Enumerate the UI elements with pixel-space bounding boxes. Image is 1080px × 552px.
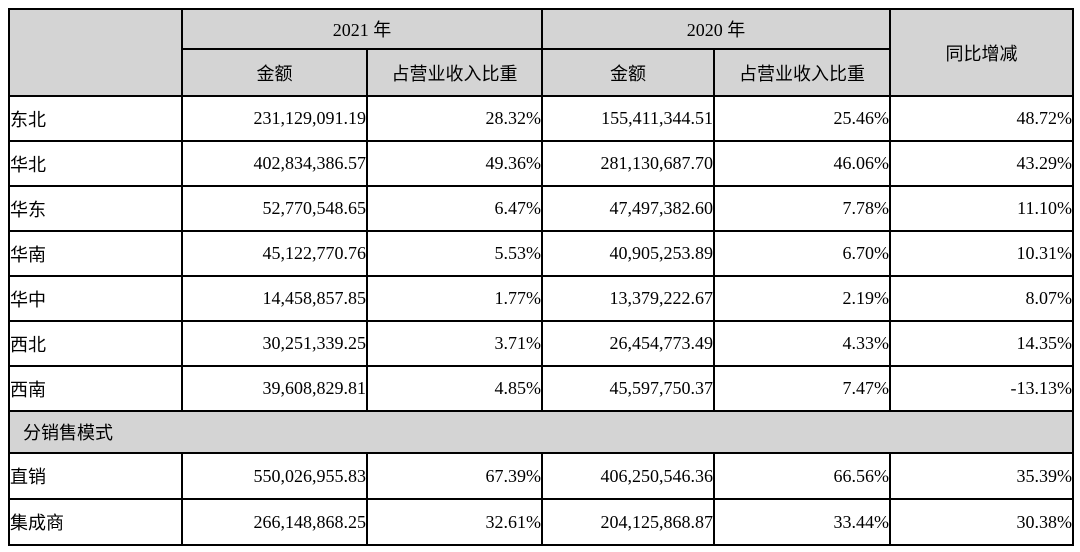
amount-2020-cell: 406,250,546.36 [541, 452, 715, 500]
ratio-2021-cell: 1.77% [366, 275, 543, 322]
amount-header-2021: 金额 [181, 48, 368, 97]
amount-2020-cell: 281,130,687.70 [541, 140, 715, 187]
table-row-north: 华北 402,834,386.57 49.36% 281,130,687.70 … [8, 140, 1074, 187]
ratio-2020-cell: 6.70% [713, 230, 891, 277]
amount-2020-cell: 26,454,773.49 [541, 320, 715, 367]
ratio-2020-cell: 2.19% [713, 275, 891, 322]
amount-2020-cell: 45,597,750.37 [541, 365, 715, 412]
section-label: 分销售模式 [8, 410, 1074, 454]
table-row-northeast: 东北 231,129,091.19 28.32% 155,411,344.51 … [8, 95, 1074, 142]
header-row-years: 2021 年 2020 年 同比增减 [8, 8, 1074, 97]
amount-2021-cell: 30,251,339.25 [181, 320, 368, 367]
year-2021-header: 2021 年 [181, 8, 543, 50]
ratio-2021-cell: 32.61% [366, 498, 543, 546]
yoy-cell: 48.72% [889, 95, 1074, 142]
yoy-change-header: 同比增减 [889, 8, 1074, 97]
ratio-header-2021: 占营业收入比重 [366, 48, 543, 97]
amount-2020-cell: 13,379,222.67 [541, 275, 715, 322]
ratio-2020-cell: 7.78% [713, 185, 891, 232]
mode-label: 集成商 [8, 498, 183, 546]
amount-2021-cell: 402,834,386.57 [181, 140, 368, 187]
ratio-2020-cell: 7.47% [713, 365, 891, 412]
yoy-cell: -13.13% [889, 365, 1074, 412]
yoy-cell: 14.35% [889, 320, 1074, 367]
region-label: 华中 [8, 275, 183, 322]
ratio-2021-cell: 6.47% [366, 185, 543, 232]
ratio-header-2020: 占营业收入比重 [713, 48, 891, 97]
mode-label: 直销 [8, 452, 183, 500]
ratio-2021-cell: 28.32% [366, 95, 543, 142]
table-row-southwest: 西南 39,608,829.81 4.85% 45,597,750.37 7.4… [8, 365, 1074, 412]
amount-2021-cell: 39,608,829.81 [181, 365, 368, 412]
amount-2020-cell: 47,497,382.60 [541, 185, 715, 232]
ratio-2020-cell: 66.56% [713, 452, 891, 500]
table-row-direct-sales: 直销 550,026,955.83 67.39% 406,250,546.36 … [8, 452, 1074, 500]
ratio-2021-cell: 3.71% [366, 320, 543, 367]
revenue-breakdown-table: 2021 年 2020 年 同比增减 金额 占营业收入比重 金额 占营业收入比重… [8, 8, 1074, 546]
table-row-south: 华南 45,122,770.76 5.53% 40,905,253.89 6.7… [8, 230, 1074, 277]
region-label: 西南 [8, 365, 183, 412]
ratio-2020-cell: 4.33% [713, 320, 891, 367]
region-label: 西北 [8, 320, 183, 367]
corner-cell [8, 8, 183, 97]
amount-2021-cell: 231,129,091.19 [181, 95, 368, 142]
ratio-2021-cell: 67.39% [366, 452, 543, 500]
yoy-cell: 43.29% [889, 140, 1074, 187]
ratio-2020-cell: 25.46% [713, 95, 891, 142]
ratio-2020-cell: 46.06% [713, 140, 891, 187]
yoy-cell: 30.38% [889, 498, 1074, 546]
region-label: 华南 [8, 230, 183, 277]
yoy-cell: 35.39% [889, 452, 1074, 500]
amount-2020-cell: 40,905,253.89 [541, 230, 715, 277]
amount-2021-cell: 266,148,868.25 [181, 498, 368, 546]
header-row-metrics: 金额 占营业收入比重 金额 占营业收入比重 [9, 48, 1073, 97]
table-row-integrator: 集成商 266,148,868.25 32.61% 204,125,868.87… [8, 498, 1074, 546]
amount-2021-cell: 45,122,770.76 [181, 230, 368, 277]
ratio-2020-cell: 33.44% [713, 498, 891, 546]
ratio-2021-cell: 4.85% [366, 365, 543, 412]
yoy-cell: 10.31% [889, 230, 1074, 277]
table-row-east: 华东 52,770,548.65 6.47% 47,497,382.60 7.7… [8, 185, 1074, 232]
section-row-sales-mode: 分销售模式 [8, 410, 1074, 454]
amount-2020-cell: 204,125,868.87 [541, 498, 715, 546]
table-row-central: 华中 14,458,857.85 1.77% 13,379,222.67 2.1… [8, 275, 1074, 322]
yoy-cell: 11.10% [889, 185, 1074, 232]
table-header: 2021 年 2020 年 同比增减 金额 占营业收入比重 金额 占营业收入比重 [8, 8, 1074, 97]
year-2020-header: 2020 年 [541, 8, 891, 50]
amount-header-2020: 金额 [541, 48, 715, 97]
region-label: 东北 [8, 95, 183, 142]
amount-2021-cell: 52,770,548.65 [181, 185, 368, 232]
region-label: 华东 [8, 185, 183, 232]
ratio-2021-cell: 5.53% [366, 230, 543, 277]
table-row-northwest: 西北 30,251,339.25 3.71% 26,454,773.49 4.3… [8, 320, 1074, 367]
yoy-cell: 8.07% [889, 275, 1074, 322]
table-body: 东北 231,129,091.19 28.32% 155,411,344.51 … [8, 95, 1074, 546]
amount-2020-cell: 155,411,344.51 [541, 95, 715, 142]
amount-2021-cell: 14,458,857.85 [181, 275, 368, 322]
amount-2021-cell: 550,026,955.83 [181, 452, 368, 500]
ratio-2021-cell: 49.36% [366, 140, 543, 187]
region-label: 华北 [8, 140, 183, 187]
